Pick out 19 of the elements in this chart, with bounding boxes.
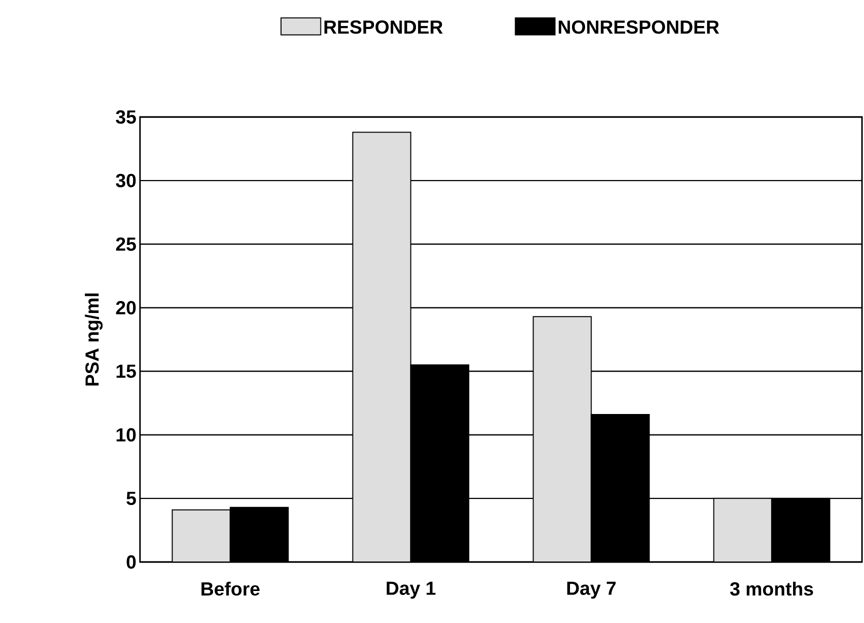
x-tick-label: Day 1 [386,582,436,599]
x-tick-label: Before [202,582,260,596]
y-tick-label: 25 [116,237,136,251]
y-tick-label: 30 [116,174,136,188]
y-tick-label: 35 [116,110,136,124]
y-tick-label: 20 [116,301,136,314]
y-axis-title: PSA ng/ml [84,294,103,386]
x-tick-label: 3 months [730,582,814,596]
y-tick-label: 15 [116,364,136,378]
bar [713,498,772,562]
legend-label: RESPONDER [324,20,443,34]
y-tick-label: 0 [126,555,136,569]
y-tick-label: 10 [116,428,136,442]
legend-label: NONRESPONDER [558,20,720,34]
bar [352,132,412,562]
bar [172,509,231,562]
bar [532,316,592,562]
y-tick-label: 5 [126,492,136,506]
x-tick-label: Day 7 [567,582,616,599]
